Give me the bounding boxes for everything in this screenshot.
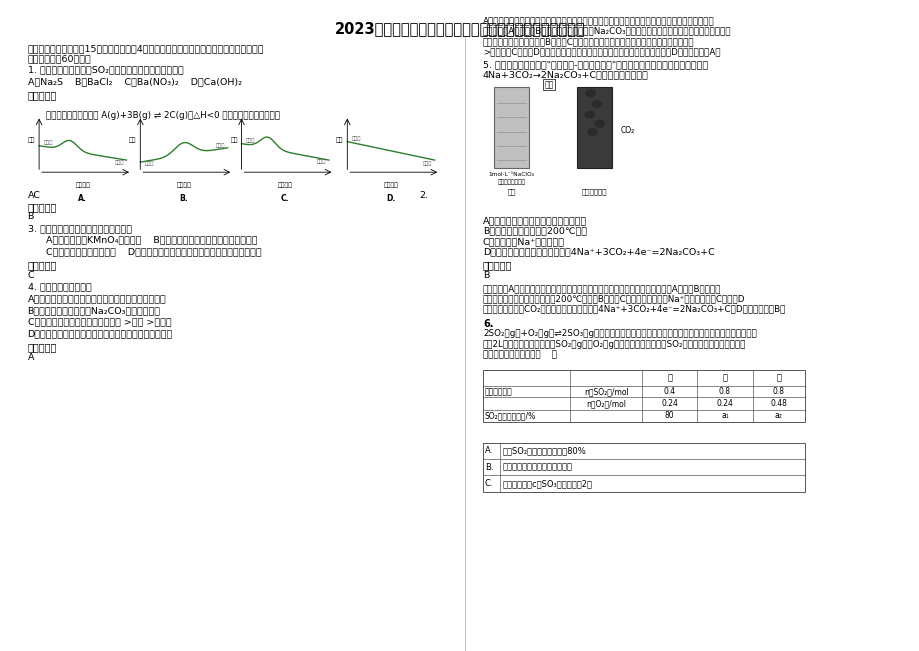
Text: 参考答案：: 参考答案： [28, 202, 57, 212]
Text: 0.4: 0.4 [663, 387, 675, 396]
Text: 均为2L的恒容密闭容器中投入SO₂（g）和O₂（g），其起始物质的量及SO₂的平衡转化率如下表所示，: 均为2L的恒容密闭容器中投入SO₂（g）和O₂（g），其起始物质的量及SO₂的平… [482, 340, 745, 349]
Text: B、电池工作温度可能在200℃以上: B、电池工作温度可能在200℃以上 [482, 227, 586, 236]
Text: C、乙醇是一种可再生能源    D、甲烷、乙烯和苯在工业上都可通过石油分馏得到: C、乙醇是一种可再生能源 D、甲烷、乙烯和苯在工业上都可通过石油分馏得到 [46, 247, 261, 256]
Text: 反应过程: 反应过程 [278, 182, 292, 188]
Text: 甲: 甲 [666, 374, 672, 382]
Text: 0.8: 0.8 [772, 387, 784, 396]
Text: 不能水解，A不正确；B、乙酸和乙酸乙酯可用Na₂CO₃溶液加以区分，向乙酸中滴加碳酸钠溶液可以: 不能水解，A不正确；B、乙酸和乙酸乙酯可用Na₂CO₃溶液加以区分，向乙酸中滴加… [482, 27, 731, 36]
Text: a₂: a₂ [774, 411, 782, 421]
Text: 0.24: 0.24 [716, 399, 732, 408]
Text: >液乙烷，C正确；D、酚类物质具有还原性，有些可用作食品中的抗氧化剂，D正确。本题选A。: >液乙烷，C正确；D、酚类物质具有还原性，有些可用作食品中的抗氧化剂，D正确。本… [482, 48, 720, 57]
Text: 该温度下，乙达平衡时间小于甲: 该温度下，乙达平衡时间小于甲 [502, 463, 572, 471]
Text: 2SO₂（g）+O₂（g）⇌2SO₃（g）是工业制硫酸的主要反应之一，一定温度下，在甲、乙、丙三个容积: 2SO₂（g）+O₂（g）⇌2SO₃（g）是工业制硫酸的主要反应之一，一定温度下… [482, 329, 756, 339]
Text: 2023年湖南省郴州市永兴第一中学高三化学期末试题含解析: 2023年湖南省郴州市永兴第一中学高三化学期末试题含解析 [335, 21, 584, 36]
Text: 0.8: 0.8 [718, 387, 731, 396]
FancyBboxPatch shape [482, 370, 804, 422]
Text: 题目要求，共60分。）: 题目要求，共60分。） [28, 54, 91, 63]
Text: 平衡时，丙中c（SO₃）是甲中的2倍: 平衡时，丙中c（SO₃）是甲中的2倍 [502, 479, 592, 488]
Text: 一、单选题（本大题共15个小题，每小题4分。在每小题给出的四个选项中，只有一项符合: 一、单选题（本大题共15个小题，每小题4分。在每小题给出的四个选项中，只有一项符… [28, 44, 264, 53]
Text: 冒气泡，而乙酸乙酯不会，B正确；C、室温下，在水中的溶解度的大小关系为乙酸＞苯酚: 冒气泡，而乙酸乙酯不会，B正确；C、室温下，在水中的溶解度的大小关系为乙酸＞苯酚 [482, 37, 694, 46]
Circle shape [592, 101, 601, 107]
Text: A、充电时，钠箔与外接电源的负极相连: A、充电时，钠箔与外接电源的负极相连 [482, 216, 586, 225]
Text: C.: C. [484, 479, 493, 488]
Text: 起始物质的量: 起始物质的量 [484, 387, 512, 396]
Text: 0.24: 0.24 [661, 399, 677, 408]
Text: 反应过程: 反应过程 [176, 182, 191, 188]
Text: 能量: 能量 [335, 137, 344, 143]
Text: A、属于油脂和蛋白质的物质均可发生水解反应，属于糖类的物质不一定能发生水解反应，如单糖就: A、属于油脂和蛋白质的物质均可发生水解反应，属于糖类的物质不一定能发生水解反应，… [482, 16, 714, 25]
Text: 乙: 乙 [721, 374, 727, 382]
Text: 能量: 能量 [230, 137, 237, 143]
Text: n（O₂）/mol: n（O₂）/mol [585, 399, 626, 408]
Text: D.: D. [386, 194, 395, 203]
FancyBboxPatch shape [494, 87, 528, 168]
Circle shape [587, 129, 596, 135]
Text: AC: AC [28, 191, 40, 201]
Text: CO₂: CO₂ [620, 126, 634, 135]
Text: C.: C. [280, 194, 289, 203]
Text: A: A [28, 353, 34, 362]
Text: A、苯能使酸性KMnO₄溶液褪色    B、汽油、柴油和植物油都是碳氢化合物: A、苯能使酸性KMnO₄溶液褪色 B、汽油、柴油和植物油都是碳氢化合物 [46, 236, 257, 245]
Text: 2.: 2. [418, 191, 427, 201]
Text: 反应过程: 反应过程 [75, 182, 90, 188]
Text: 1mol·L⁻¹NaClO₄: 1mol·L⁻¹NaClO₄ [488, 172, 534, 177]
Text: 参考答案：: 参考答案： [28, 90, 57, 100]
Text: 能量: 能量 [28, 137, 35, 143]
Text: 下列判断中，正确的是（    ）: 下列判断中，正确的是（ ） [482, 350, 556, 359]
Text: 下列图中，能正确表示 A(g)+3B(g) ⇌ 2C(g)；△H<0 反应过程的能量变化的是: 下列图中，能正确表示 A(g)+3B(g) ⇌ 2C(g)；△H<0 反应过程的… [46, 111, 279, 120]
Text: 反应物: 反应物 [246, 138, 255, 143]
Text: n（SO₂）/mol: n（SO₂）/mol [584, 387, 628, 396]
Text: 6.: 6. [482, 319, 493, 329]
Text: 含氮: 含氮 [544, 80, 553, 89]
FancyBboxPatch shape [576, 87, 611, 168]
Text: 3. 下列关于有机化合物的说法正确的是: 3. 下列关于有机化合物的说法正确的是 [28, 224, 131, 233]
Text: A.: A. [484, 447, 493, 455]
Text: B、乙酸和乙酸乙酯可用Na₂CO₃溶液加以区分: B、乙酸和乙酸乙酯可用Na₂CO₃溶液加以区分 [28, 306, 161, 315]
Text: A.: A. [78, 194, 87, 203]
Text: 乙中SO₂的平衡转化率大于80%: 乙中SO₂的平衡转化率大于80% [502, 447, 585, 455]
Text: 多壁碳纳米管: 多壁碳纳米管 [581, 189, 607, 195]
Text: B.: B. [179, 194, 188, 203]
Text: 80: 80 [664, 411, 674, 421]
Text: 丙: 丙 [776, 374, 780, 382]
Text: 生成物: 生成物 [114, 160, 124, 165]
Text: 生成物: 生成物 [316, 159, 325, 164]
Text: B: B [28, 212, 34, 221]
Text: C、放电时，Na⁺向正极移动: C、放电时，Na⁺向正极移动 [482, 237, 564, 246]
Text: A、Na₂S    B、BaCl₂    C、Ba(NO₃)₂    D、Ca(OH)₂: A、Na₂S B、BaCl₂ C、Ba(NO₃)₂ D、Ca(OH)₂ [28, 77, 242, 87]
Text: 参考答案：: 参考答案： [28, 260, 57, 270]
Text: C、室温下，在水中的溶解度：乙醇 >苯酚 >液乙烷: C、室温下，在水中的溶解度：乙醇 >苯酚 >液乙烷 [28, 318, 171, 327]
Circle shape [584, 111, 594, 118]
FancyBboxPatch shape [482, 443, 804, 492]
Text: 反应过程: 反应过程 [383, 182, 398, 188]
Text: B.: B. [484, 463, 493, 471]
Text: B: B [482, 271, 489, 280]
Text: 碳酸乙二甲酯溶液: 碳酸乙二甲酯溶液 [497, 180, 525, 186]
Text: A、属于糖类、油脂、蛋白质的物质均可发生水解反应: A、属于糖类、油脂、蛋白质的物质均可发生水解反应 [28, 294, 166, 303]
Circle shape [585, 90, 595, 96]
Text: 参考答案：: 参考答案： [28, 342, 57, 352]
Text: a₁: a₁ [720, 411, 728, 421]
Text: 4. 下列说法不正确的是: 4. 下列说法不正确的是 [28, 283, 91, 292]
Text: D、放电时，正极的电极反应为：4Na⁺+3CO₂+4e⁻=2Na₂CO₃+C: D、放电时，正极的电极反应为：4Na⁺+3CO₂+4e⁻=2Na₂CO₃+C [482, 247, 714, 256]
Text: D、酚类物质具有还原性，有些可用作食品中的抗氧化剂: D、酚类物质具有还原性，有些可用作食品中的抗氧化剂 [28, 329, 173, 339]
Text: 1. 下列溶液中通入足量SO₂后，最终一定会出现沉淀的是: 1. 下列溶液中通入足量SO₂后，最终一定会出现沉淀的是 [28, 66, 183, 75]
Text: 反应物: 反应物 [145, 161, 154, 166]
Text: 反应物: 反应物 [44, 141, 53, 145]
Text: 0.48: 0.48 [769, 399, 787, 408]
Text: 反应物: 反应物 [352, 137, 361, 141]
Text: 4Na+3CO₂→2Na₂CO₃+C。下列说法错误的是: 4Na+3CO₂→2Na₂CO₃+C。下列说法错误的是 [482, 70, 648, 79]
Circle shape [595, 120, 604, 127]
Text: 能量: 能量 [129, 137, 137, 143]
Text: 5. 最近我国科学家发明"可充电钠-二氧化碳电池"（如下图），放电时电池总反应为：: 5. 最近我国科学家发明"可充电钠-二氧化碳电池"（如下图），放电时电池总反应为… [482, 60, 708, 69]
Text: 生成物: 生成物 [422, 161, 432, 166]
Text: 、放电时，正极是CO₂得到电子，电极反应为：4Na⁺+3CO₂+4e⁻=2Na₂CO₃+C。D正确。答案选B。: 、放电时，正极是CO₂得到电子，电极反应为：4Na⁺+3CO₂+4e⁻=2Na₂… [482, 305, 786, 314]
Text: 试题分析：A、钠是活泼的金属，作负极，充电时，钠箔与外接电源的负极相连，A正确；B、钠的熔: 试题分析：A、钠是活泼的金属，作负极，充电时，钠箔与外接电源的负极相连，A正确；… [482, 284, 720, 293]
Text: 点较低，电池工作温度不可能在200℃以上，B错误；C、放电时，阴离子Na⁺向正极移动，C正确；D: 点较低，电池工作温度不可能在200℃以上，B错误；C、放电时，阴离子Na⁺向正极… [482, 294, 744, 303]
Text: 参考答案：: 参考答案： [482, 260, 512, 270]
Text: SO₂的平衡转化率/%: SO₂的平衡转化率/% [484, 411, 536, 421]
Text: 钠箔: 钠箔 [506, 189, 516, 195]
Text: C: C [28, 271, 34, 280]
Text: 生成物: 生成物 [215, 143, 225, 148]
